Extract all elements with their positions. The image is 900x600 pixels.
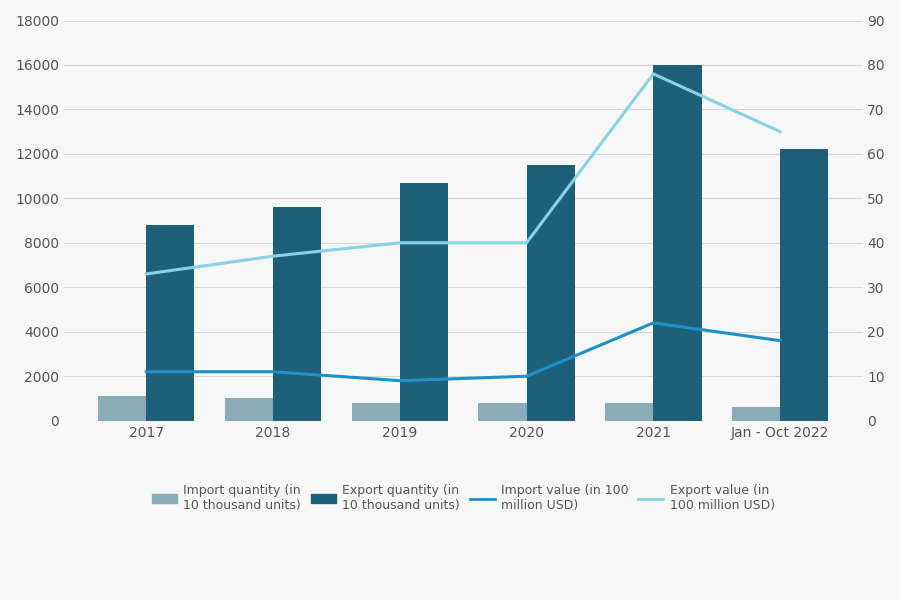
Bar <box>526 165 575 421</box>
Bar <box>732 407 780 421</box>
Bar <box>780 149 828 421</box>
Bar <box>352 403 400 421</box>
Bar <box>479 403 526 421</box>
Bar <box>605 403 653 421</box>
Bar <box>147 225 194 421</box>
Bar <box>98 396 147 421</box>
Bar <box>273 207 321 421</box>
Bar <box>225 398 273 421</box>
Bar <box>653 65 701 421</box>
Bar <box>400 183 448 421</box>
Legend: Import quantity (in
10 thousand units), Export quantity (in
10 thousand units), : Import quantity (in 10 thousand units), … <box>147 479 779 517</box>
